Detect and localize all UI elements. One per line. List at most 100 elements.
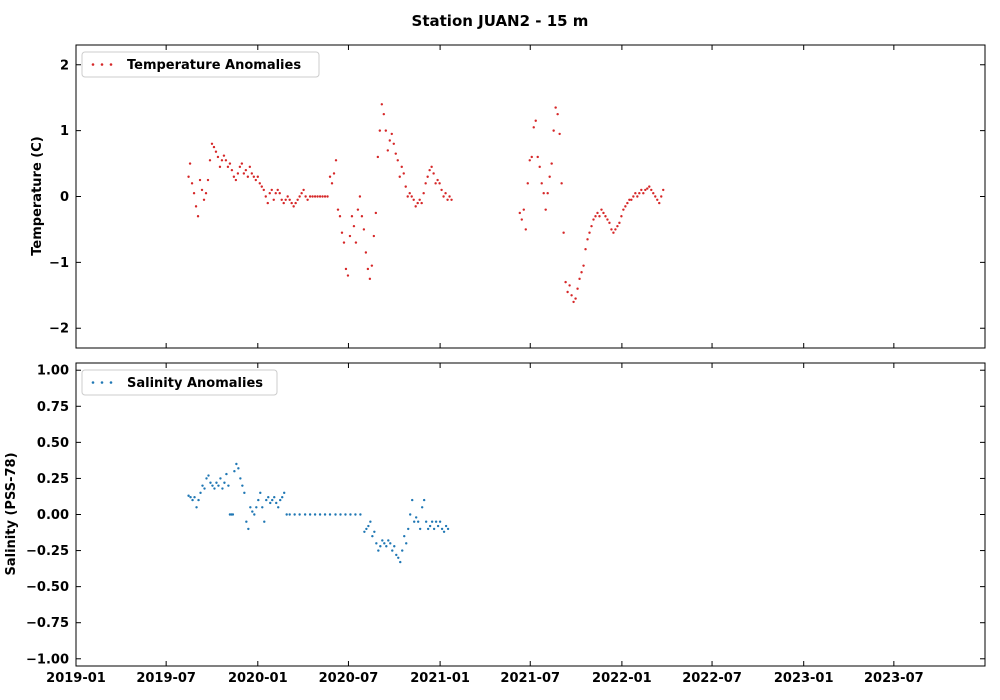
data-point [230,168,234,172]
data-point [323,513,327,516]
data-point [254,178,258,182]
data-point [378,129,382,132]
data-point [438,520,442,523]
y-tick-label: −1 [49,256,69,271]
y-tick-label: 0.75 [37,400,69,415]
data-point [436,524,440,528]
data-point [226,165,230,169]
data-point [560,182,563,185]
data-point [386,149,389,152]
data-point [270,188,273,192]
data-point [656,198,659,201]
data-point [313,195,317,198]
data-point [350,215,354,218]
data-point [576,287,579,290]
data-point [253,513,256,516]
data-point [373,530,376,534]
data-point [530,155,533,159]
data-point [256,175,259,178]
salinity-legend: Salinity Anomalies [81,369,278,396]
y-tick-label: 1.00 [37,364,69,379]
data-point [250,172,254,175]
data-point [259,491,262,495]
data-point [564,280,567,284]
data-point [636,195,639,198]
salinity-x-ticks: 2019-01 2019-07 2020-01 2020-07 2021-01 2021-… [46,363,924,686]
data-point [546,192,549,195]
data-point [303,513,307,516]
data-point [518,211,521,215]
data-point [279,498,282,502]
data-point [219,477,222,480]
data-point [255,506,258,509]
data-point [359,513,362,516]
data-point [354,241,358,244]
legend-dot [100,381,104,384]
data-point [197,498,200,502]
data-point [440,188,443,192]
data-point [286,195,289,198]
data-point [330,182,334,185]
data-point [409,513,412,516]
data-point [388,139,391,142]
data-point [246,175,250,178]
data-point [290,201,293,205]
data-point [221,487,224,490]
data-point [198,178,202,182]
data-point [588,231,591,234]
data-point [522,208,525,211]
data-point [346,274,350,277]
data-point [238,165,242,169]
data-point [210,142,214,145]
data-point [272,198,275,201]
data-point [245,520,248,523]
salinity-panel: −1.00 −0.75 −0.50 −0.25 0.00 0.25 0.50 0.75 1.00… [4,362,986,686]
data-point [428,524,432,528]
data-point [402,172,405,175]
data-point [364,251,368,254]
data-point [592,218,595,221]
data-point [424,520,428,523]
data-point [268,192,271,195]
x-tick-label: 2023-01 [774,671,834,686]
data-point [223,481,226,484]
data-point [406,195,409,198]
data-point [354,513,357,516]
data-point [392,142,395,145]
data-point [292,205,295,208]
data-point [594,215,597,218]
data-point [416,201,419,205]
data-point [624,205,627,208]
data-point [411,498,414,502]
data-point [260,185,263,188]
temperature-legend-marker [91,63,113,66]
data-point [582,264,585,267]
data-point [293,513,296,516]
data-point [239,477,242,480]
data-point [306,198,309,201]
data-point [578,277,581,281]
data-point [267,495,270,499]
data-point [308,195,312,198]
data-point [189,495,192,499]
data-point [344,267,348,271]
data-point [274,192,277,195]
data-point [428,168,431,172]
data-point [430,165,433,169]
data-point [188,162,192,165]
data-point [187,175,190,178]
temperature-legend: Temperature Anomalies [81,51,320,78]
data-point [394,152,397,155]
data-point [554,106,557,109]
data-point [436,178,439,182]
data-point [304,195,307,198]
data-point [282,201,285,205]
data-point [237,467,240,470]
data-point [247,527,250,531]
data-point [650,188,653,192]
data-point [644,188,647,192]
data-point [418,198,421,201]
data-point [283,491,286,495]
data-point [266,201,269,205]
data-point [374,211,378,215]
